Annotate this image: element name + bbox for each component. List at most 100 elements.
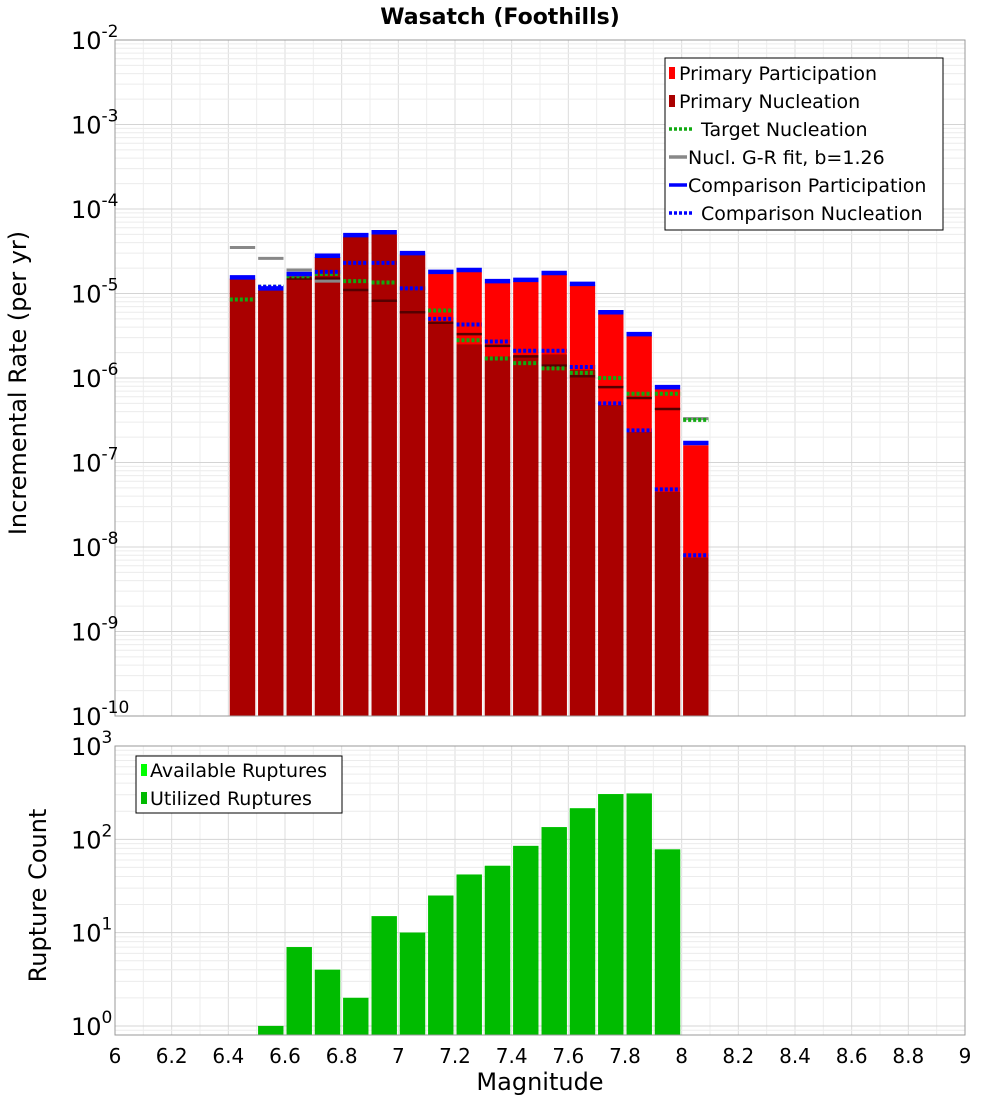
legend-item: Nucl. G-R fit, b=1.26 bbox=[669, 147, 885, 169]
utilized-ruptures-bar bbox=[314, 969, 341, 1035]
utilized-ruptures-bar bbox=[456, 874, 482, 1035]
grid-lines bbox=[114, 39, 966, 717]
legend-item: Comparison Nucleation bbox=[669, 203, 923, 225]
legend: Available Ruptures Utilized Ruptures bbox=[135, 755, 343, 814]
legend-label: Primary Nucleation bbox=[679, 91, 860, 113]
utilized-ruptures-bar bbox=[598, 794, 624, 1035]
y-tick-label: 10-7 bbox=[71, 445, 119, 478]
series-segments bbox=[229, 230, 709, 446]
utilized-ruptures-bar bbox=[399, 932, 426, 1035]
legend-label: Comparison Participation bbox=[688, 175, 926, 197]
x-tick-label: 7.8 bbox=[609, 1044, 641, 1068]
y-axis-label: Rupture Count bbox=[24, 809, 52, 983]
primary-nucleation-bar bbox=[598, 404, 624, 716]
utilized-ruptures-bar bbox=[343, 997, 369, 1035]
x-axis-label: Magnitude bbox=[476, 1068, 603, 1096]
primary-nucleation-bar bbox=[371, 234, 397, 717]
legend-item: Target Nucleation bbox=[669, 119, 868, 141]
x-tick-label: 8.4 bbox=[779, 1044, 811, 1068]
legend-swatch bbox=[141, 764, 147, 776]
series-segments bbox=[229, 272, 709, 422]
x-tick-label: 8.2 bbox=[722, 1044, 754, 1068]
x-tick-label: 7.4 bbox=[496, 1044, 528, 1068]
series-segments bbox=[258, 260, 709, 558]
primary-nucleation-bar bbox=[286, 276, 312, 716]
utilized-ruptures-bar bbox=[286, 947, 312, 1035]
legend-label: Available Ruptures bbox=[150, 760, 327, 782]
y-tick-label: 10-8 bbox=[71, 529, 119, 562]
x-tick-label: 7.6 bbox=[552, 1044, 584, 1068]
primary-nucleation-bar bbox=[456, 344, 482, 716]
y-tick-label: 10-5 bbox=[71, 276, 119, 309]
legend-swatch bbox=[669, 67, 675, 79]
y-tick-label: 10-4 bbox=[71, 191, 119, 224]
utilized-ruptures-bar bbox=[513, 845, 539, 1035]
x-tick-label: 8.6 bbox=[836, 1044, 868, 1068]
y-tick-label: 10-2 bbox=[71, 22, 119, 55]
x-tick-label: 9 bbox=[959, 1044, 972, 1068]
x-tick-label: 8.8 bbox=[892, 1044, 924, 1068]
primary-nucleation-bar bbox=[541, 354, 567, 716]
primary-nucleation-bar bbox=[683, 557, 709, 716]
x-tick-label: 6.2 bbox=[156, 1044, 188, 1068]
primary-nucleation-bar bbox=[343, 236, 369, 716]
y-tick-label: 101 bbox=[71, 915, 112, 948]
primary-nucleation-bar bbox=[229, 278, 256, 716]
x-tick-label: 6.4 bbox=[212, 1044, 244, 1068]
primary-nucleation-bar bbox=[513, 356, 539, 716]
plot-border bbox=[114, 39, 966, 717]
legend: Primary Participation Primary Nucleation T… bbox=[664, 57, 944, 231]
legend-label: Comparison Nucleation bbox=[701, 203, 923, 225]
legend-box bbox=[664, 57, 944, 231]
utilized-ruptures-bar bbox=[626, 793, 652, 1035]
x-tick-label: 6 bbox=[109, 1044, 122, 1068]
utilized-ruptures-bar bbox=[569, 808, 596, 1035]
x-tick-label: 8 bbox=[675, 1044, 688, 1068]
x-tick-label: 6.6 bbox=[269, 1044, 301, 1068]
legend-box bbox=[135, 755, 343, 814]
y-tick-label: 10-6 bbox=[71, 360, 119, 393]
chart-title: Wasatch (Foothills) bbox=[380, 5, 620, 30]
bars-group bbox=[229, 234, 709, 717]
y-tick-label: 10-9 bbox=[71, 614, 119, 647]
y-tick-label: 102 bbox=[71, 821, 112, 854]
y-tick-label: 10-3 bbox=[71, 107, 119, 140]
primary-nucleation-bar bbox=[654, 491, 681, 716]
bars-group bbox=[258, 793, 681, 1035]
legend-label: Nucl. G-R fit, b=1.26 bbox=[688, 147, 885, 169]
y-tick-label: 100 bbox=[71, 1008, 112, 1041]
legend-label: Primary Participation bbox=[679, 63, 877, 85]
legend-item: Primary Nucleation bbox=[669, 91, 860, 113]
utilized-ruptures-bar bbox=[258, 1025, 284, 1035]
series-segments bbox=[286, 277, 681, 411]
legend-item: Comparison Participation bbox=[669, 175, 926, 197]
y-tick-label: 103 bbox=[71, 728, 112, 761]
legend-item: Utilized Ruptures bbox=[141, 788, 312, 810]
legend-swatch bbox=[141, 792, 147, 804]
y-axis-label: Incremental Rate (per yr) bbox=[4, 231, 32, 535]
primary-nucleation-bar bbox=[399, 254, 426, 716]
legend-item: Primary Participation bbox=[669, 63, 877, 85]
primary-nucleation-bar bbox=[484, 356, 511, 716]
legend-swatch bbox=[669, 95, 675, 107]
legend-label: Target Nucleation bbox=[700, 119, 868, 141]
x-tick-label: 6.8 bbox=[326, 1044, 358, 1068]
plot-border bbox=[114, 745, 966, 1036]
x-tick-label: 7 bbox=[392, 1044, 405, 1068]
utilized-ruptures-bar bbox=[371, 916, 397, 1035]
utilized-ruptures-bar bbox=[541, 827, 567, 1035]
utilized-ruptures-bar bbox=[428, 895, 454, 1035]
primary-nucleation-bar bbox=[258, 290, 284, 716]
primary-nucleation-bar bbox=[314, 257, 341, 716]
utilized-ruptures-bar bbox=[484, 865, 511, 1035]
primary-nucleation-bar bbox=[626, 431, 652, 716]
primary-nucleation-bar bbox=[428, 322, 454, 716]
legend-item: Available Ruptures bbox=[141, 760, 327, 782]
utilized-ruptures-bar bbox=[654, 849, 681, 1035]
y-tick-label: 10-10 bbox=[71, 698, 129, 731]
primary-nucleation-bar bbox=[569, 369, 596, 716]
x-tick-label: 7.2 bbox=[439, 1044, 471, 1068]
legend-label: Utilized Ruptures bbox=[150, 788, 312, 810]
